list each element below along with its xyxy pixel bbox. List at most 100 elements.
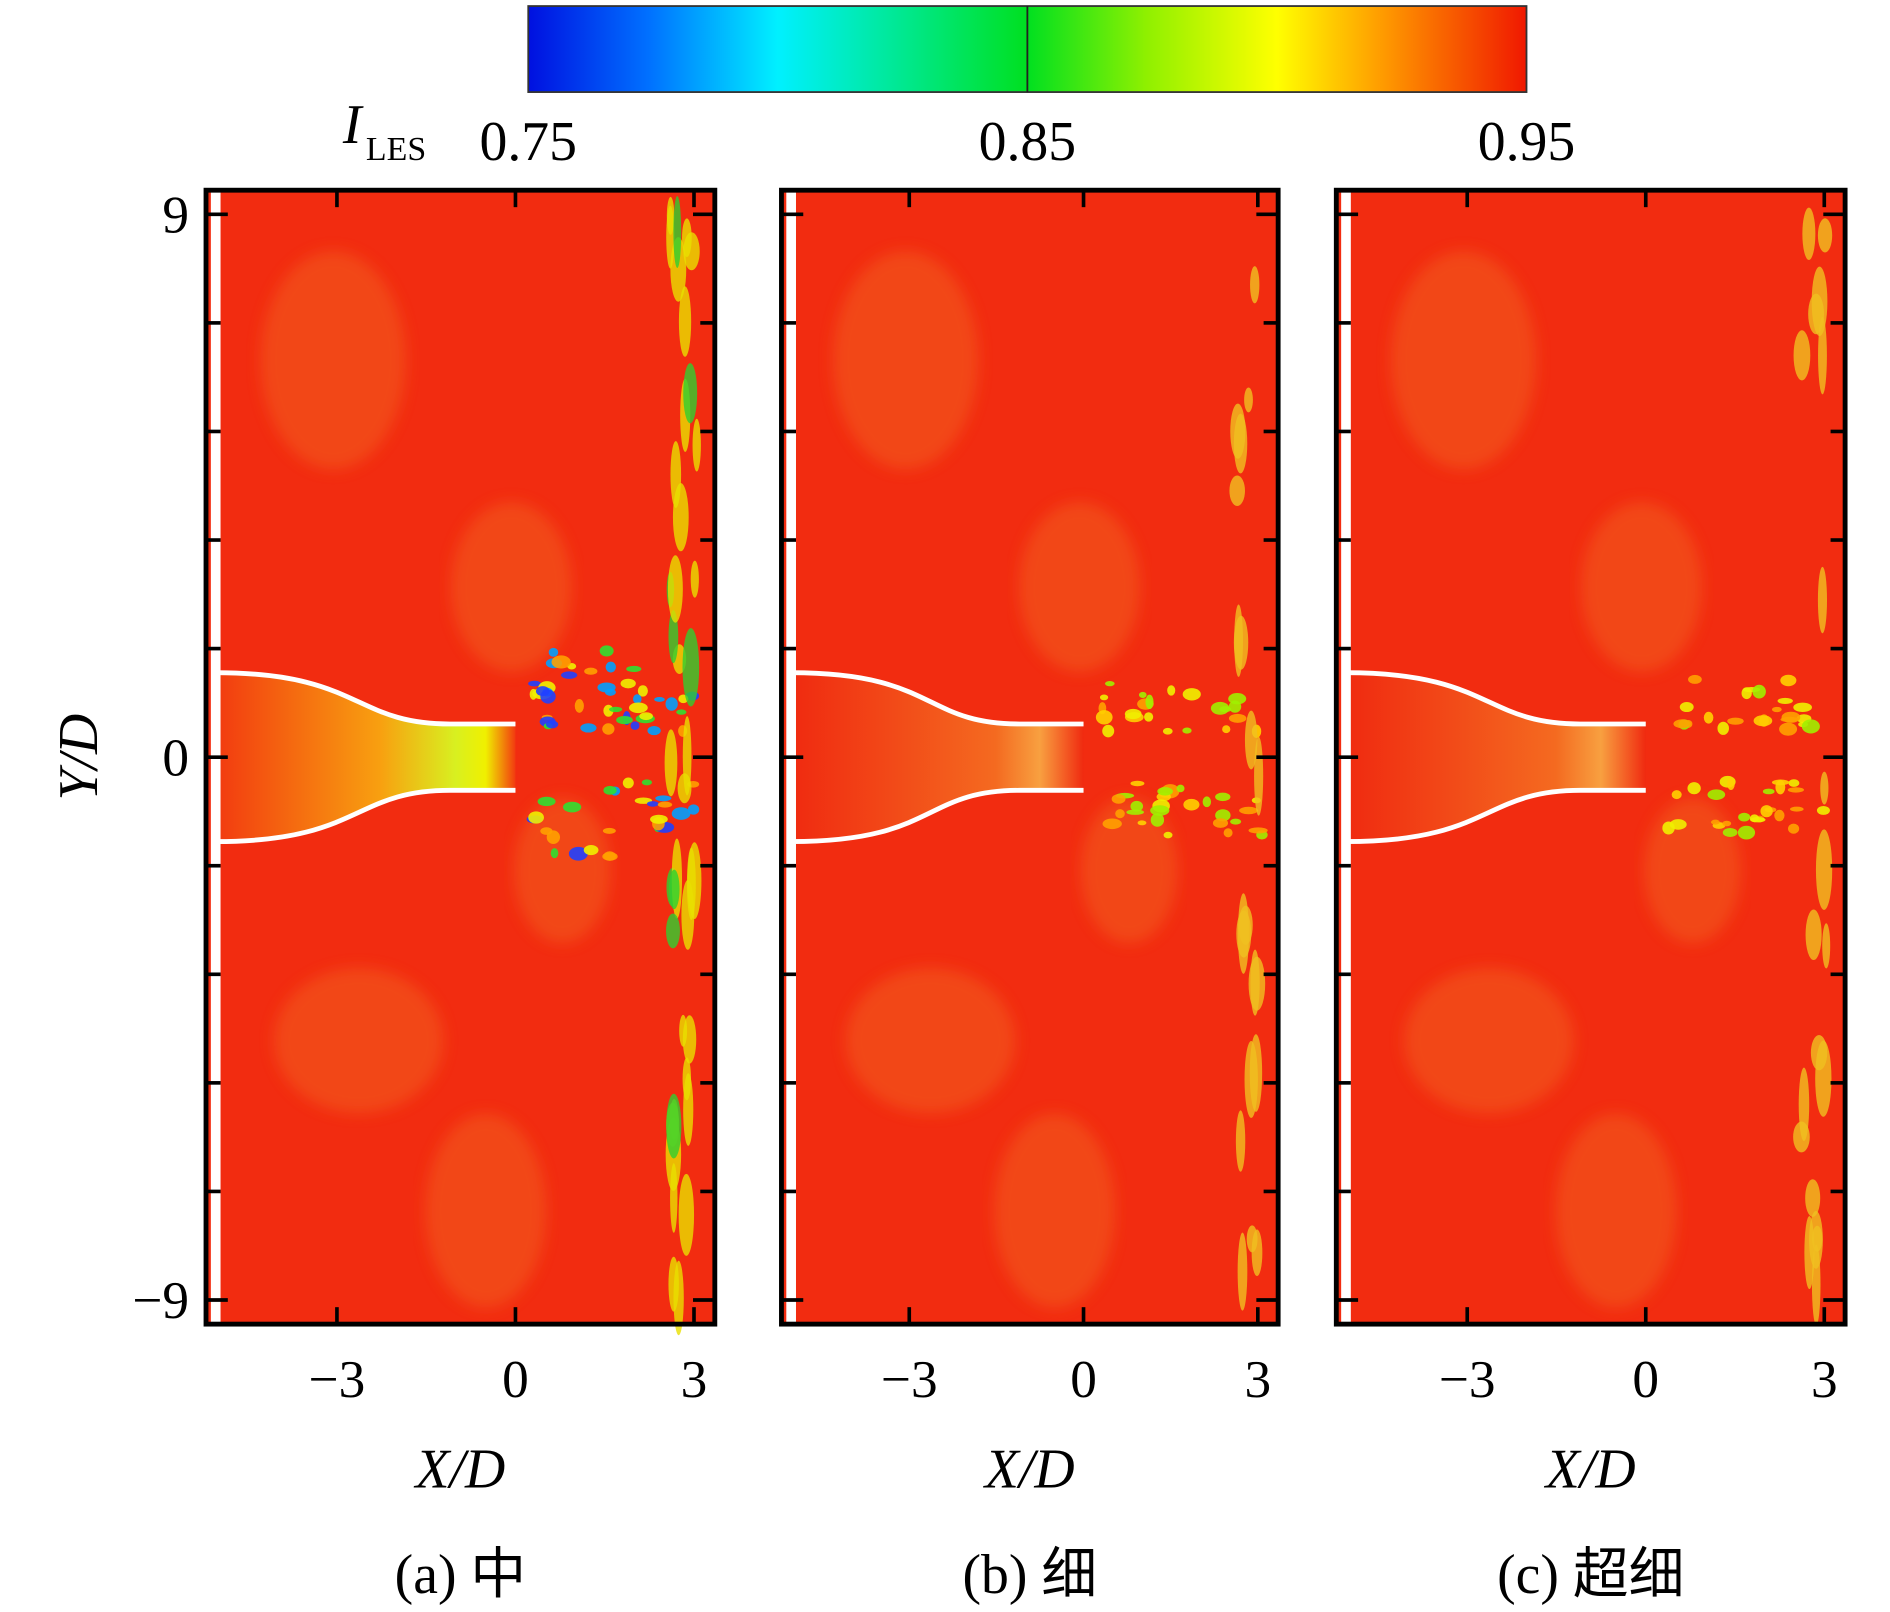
edge-streak [666, 913, 680, 949]
y-tick-label: −9 [132, 1271, 189, 1330]
jet-blob [676, 709, 687, 715]
jet-blob [550, 848, 559, 859]
edge-streak [673, 196, 682, 268]
jet-blob [603, 785, 617, 795]
jet-blob [1741, 687, 1752, 700]
jet-blob [646, 801, 659, 807]
x-tick-label: −3 [881, 1350, 938, 1409]
jet-blob [580, 723, 597, 733]
jet-blob [1671, 790, 1682, 800]
edge-streak [1815, 1040, 1832, 1117]
edge-streak [1793, 330, 1811, 381]
jet-blob [1710, 819, 1720, 825]
jet-blob [650, 814, 668, 824]
x-tick-label: 3 [1811, 1350, 1838, 1409]
edge-streak [683, 363, 698, 424]
nozzle-wall [791, 787, 1084, 845]
field-patch [1404, 967, 1574, 1114]
edge-streak [672, 483, 689, 552]
field-patch [832, 251, 979, 470]
edge-streak [1236, 910, 1252, 958]
edge-streak [1237, 1232, 1248, 1311]
x-axis-label: X/D [1544, 1439, 1636, 1501]
jet-blob [1150, 805, 1170, 816]
jet-blob [1150, 813, 1165, 827]
nozzle-core [791, 672, 1084, 842]
jet-blob [654, 697, 665, 702]
edge-streak [1822, 923, 1831, 969]
jet-blob [626, 665, 642, 673]
nozzle-wall [1345, 670, 1646, 727]
edge-streak [1817, 566, 1828, 634]
jet-blob [655, 795, 672, 802]
jet-blob [1212, 818, 1229, 828]
nozzle-core [1345, 672, 1646, 842]
jet-blob [622, 777, 634, 789]
edge-streak [1817, 218, 1833, 253]
edge-streak [668, 610, 679, 664]
jet-blob [1104, 680, 1115, 687]
edge-streak [1804, 1216, 1815, 1290]
field-patch [1644, 797, 1741, 944]
jet-blob [628, 702, 648, 714]
jet-blob [604, 688, 616, 696]
edge-streak [682, 1057, 692, 1101]
jet-blob [1801, 719, 1820, 734]
edge-streak [1244, 387, 1253, 413]
jet-blob [1738, 812, 1751, 822]
jet-blob [647, 726, 661, 736]
jet-blob [634, 797, 653, 804]
jet-blob [535, 686, 550, 697]
edge-streak [1244, 710, 1258, 770]
edge-streak [1805, 909, 1822, 960]
edge-streak [1808, 293, 1825, 335]
jet-blob [1219, 706, 1232, 713]
x-tick-label: 3 [1244, 1350, 1271, 1409]
jet-blob [551, 655, 571, 669]
x-tick-label: 0 [502, 1350, 529, 1409]
jet-blob [1222, 725, 1231, 734]
field-patch [1018, 502, 1141, 672]
jet-blob [1771, 706, 1782, 713]
edge-streak [673, 1260, 684, 1336]
edge-streak [1820, 771, 1829, 805]
jet-blob [574, 699, 584, 713]
jet-blob [641, 779, 653, 786]
edge-streak [1254, 736, 1264, 816]
jet-blob [1788, 823, 1800, 834]
jet-blob [548, 647, 559, 657]
jet-blob [1182, 727, 1192, 734]
edge-streak [1251, 1229, 1263, 1277]
jet-blob [1145, 694, 1154, 710]
jet-blob [1760, 805, 1773, 818]
jet-blob [1124, 708, 1142, 720]
edge-streak [679, 1014, 688, 1047]
edge-streak [664, 729, 678, 797]
jet-blob [1183, 798, 1200, 811]
jet-blob [1771, 779, 1790, 786]
jet-blob [671, 807, 691, 820]
edge-streak [678, 1173, 695, 1256]
jet-blob [1202, 796, 1212, 808]
x-tick-label: −3 [309, 1350, 366, 1409]
jet-blob [630, 721, 640, 730]
edge-streak [1818, 316, 1827, 395]
jet-blob [602, 827, 616, 834]
jet-blob [1228, 713, 1247, 723]
jet-blob [1749, 814, 1759, 823]
jet-blob [1138, 691, 1147, 698]
jet-blob [1673, 719, 1692, 729]
jet-blob [1774, 809, 1785, 822]
field-patch [1555, 1113, 1677, 1308]
field-patch [845, 967, 1016, 1114]
edge-streak [667, 555, 683, 623]
edge-streak [1233, 413, 1248, 474]
edge-streak [666, 205, 675, 269]
field-patch [425, 1113, 547, 1308]
jet-blob [657, 801, 673, 808]
jet-blob [583, 845, 599, 856]
jet-blob [1787, 787, 1805, 793]
jet-blob [1144, 712, 1154, 722]
jet-blob [1102, 818, 1122, 830]
